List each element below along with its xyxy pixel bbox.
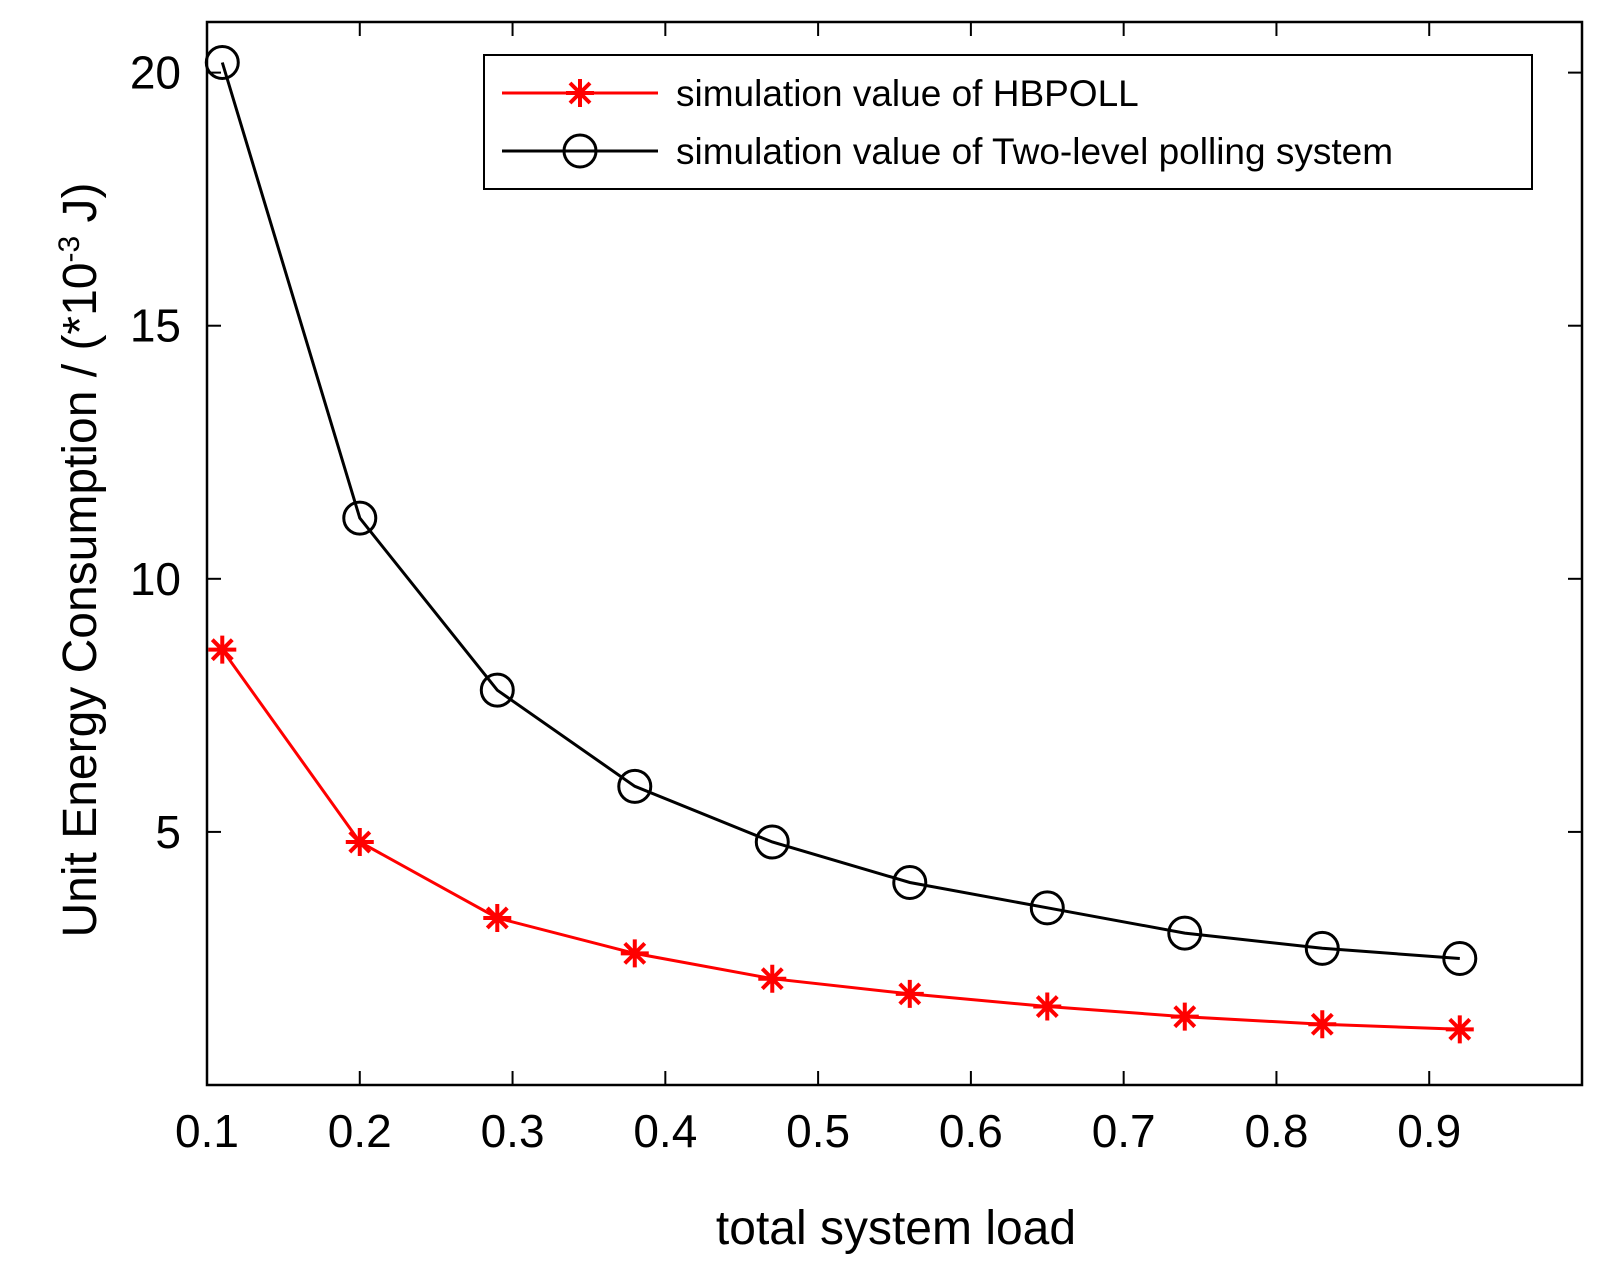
y-axis-label-tail: J) bbox=[54, 182, 107, 235]
y-axis-label-base: Unit Energy Consumption / (*10 bbox=[54, 263, 107, 938]
data-point bbox=[758, 964, 787, 993]
x-tick-label: 0.5 bbox=[786, 1105, 850, 1157]
data-point bbox=[617, 768, 653, 804]
y-axis-label-sup: -3 bbox=[53, 236, 86, 263]
data-point bbox=[1033, 992, 1062, 1021]
data-point bbox=[345, 828, 374, 857]
y-tick-label: 5 bbox=[155, 806, 181, 858]
legend-marker-glyph bbox=[566, 79, 594, 107]
data-point bbox=[479, 672, 515, 708]
data-point bbox=[1445, 1015, 1474, 1044]
legend-marker-glyph bbox=[562, 133, 598, 169]
data-point bbox=[895, 979, 924, 1008]
data-point bbox=[1170, 1002, 1199, 1031]
data-point bbox=[620, 939, 649, 968]
legend-label-hbpoll: simulation value of HBPOLL bbox=[676, 73, 1139, 114]
x-axis-ticks: 0.1 0.2 0.3 0.4 0.5 0.6 0.7 0.8 0.9 bbox=[175, 22, 1461, 1157]
y-tick-label: 20 bbox=[130, 47, 181, 99]
data-point bbox=[1308, 1010, 1337, 1039]
legend: simulation value of HBPOLL simulation va… bbox=[483, 54, 1533, 190]
series-0 bbox=[208, 635, 1474, 1044]
legend-box bbox=[483, 54, 1533, 190]
x-tick-label: 0.2 bbox=[328, 1105, 392, 1157]
data-point bbox=[1304, 930, 1340, 966]
series-layer bbox=[204, 44, 1478, 1044]
data-point bbox=[483, 903, 512, 932]
data-point bbox=[208, 635, 237, 664]
y-axis-label: Unit Energy Consumption / (*10-3 J) bbox=[53, 182, 107, 937]
plot-area bbox=[205, 20, 1584, 1087]
x-tick-label: 0.8 bbox=[1244, 1105, 1308, 1157]
data-point bbox=[204, 44, 240, 80]
x-tick-label: 0.6 bbox=[939, 1105, 1003, 1157]
series-line bbox=[220, 62, 1460, 960]
y-tick-label: 10 bbox=[130, 553, 181, 605]
x-tick-label: 0.1 bbox=[175, 1105, 239, 1157]
data-point bbox=[754, 824, 790, 860]
data-point bbox=[342, 500, 378, 536]
x-tick-label: 0.4 bbox=[633, 1105, 697, 1157]
y-axis-ticks: 5 10 15 20 bbox=[130, 47, 1582, 858]
data-point bbox=[1442, 940, 1478, 976]
legend-label-two-level: simulation value of Two-level polling sy… bbox=[676, 131, 1393, 172]
legend-marker-two-level bbox=[562, 133, 598, 169]
x-axis-label: total system load bbox=[716, 1202, 1076, 1255]
data-point bbox=[1167, 915, 1203, 951]
series-1 bbox=[204, 44, 1478, 976]
x-tick-label: 0.3 bbox=[481, 1105, 545, 1157]
x-tick-label: 0.7 bbox=[1092, 1105, 1156, 1157]
series-line bbox=[221, 648, 1460, 1031]
data-point bbox=[1029, 890, 1065, 926]
data-point bbox=[892, 865, 928, 901]
y-tick-label: 15 bbox=[130, 300, 181, 352]
x-tick-label: 0.9 bbox=[1397, 1105, 1461, 1157]
legend-marker-hbpoll bbox=[566, 79, 594, 107]
